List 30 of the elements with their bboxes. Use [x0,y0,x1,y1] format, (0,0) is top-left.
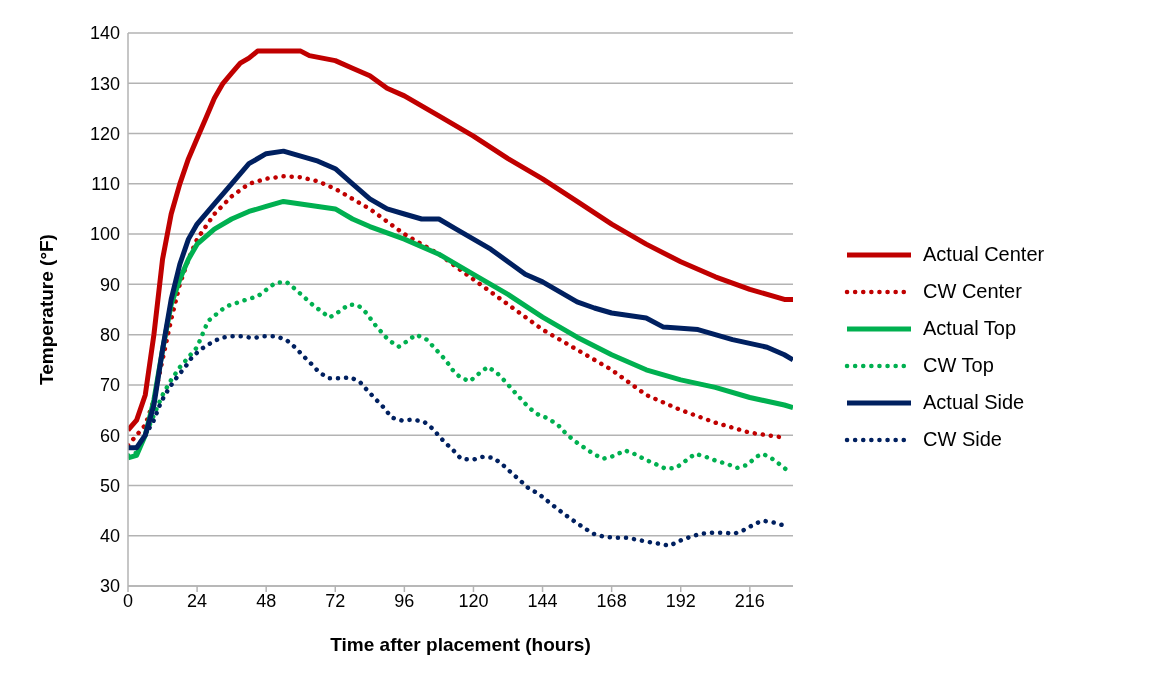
y-tick-label: 90 [99,274,120,295]
y-tick-label: 140 [89,23,120,44]
y-tick-label: 120 [89,123,120,144]
x-tick-label: 0 [122,590,134,611]
legend-label: Actual Top [923,317,1017,340]
x-tick-label: 48 [256,590,277,611]
y-tick-label: 110 [91,174,120,195]
x-tick-label: 96 [394,590,415,611]
y-tick-label: 130 [89,73,120,94]
legend-label: Actual Center [923,243,1045,266]
legend-label: CW Side [923,428,1002,451]
x-tick-label: 120 [458,590,489,611]
y-tick-label: 100 [89,224,120,245]
x-tick-label: 192 [665,590,696,611]
x-tick-label: 72 [325,590,346,611]
y-tick-label: 50 [99,475,120,496]
x-tick-label: 24 [187,590,208,611]
y-tick-label: 30 [99,576,120,597]
x-tick-label: 168 [596,590,627,611]
y-tick-label: 70 [99,375,120,396]
legend-label: CW Top [923,354,994,377]
y-tick-label: 80 [99,325,120,346]
legend-label: CW Center [923,280,1022,303]
y-tick-label: 60 [99,425,120,446]
legend-label: Actual Side [923,391,1025,414]
y-tick-label: 40 [99,526,120,547]
x-tick-label: 216 [734,590,765,611]
y-axis-title: Temperature (°F) [35,234,57,385]
x-tick-label: 144 [527,590,558,611]
x-axis-title: Time after placement (hours) [330,634,591,655]
